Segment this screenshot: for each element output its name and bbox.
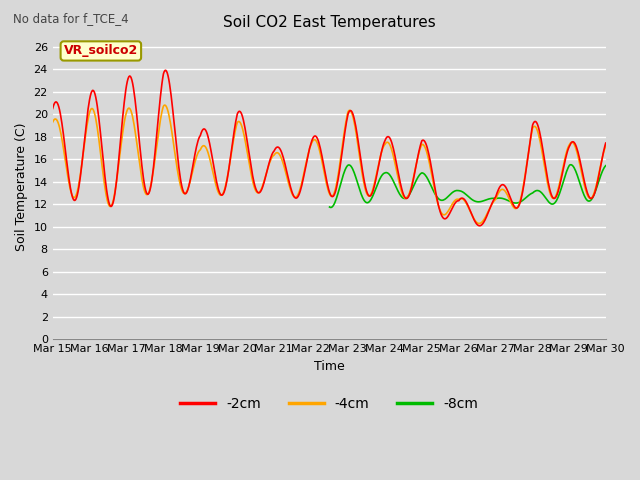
-8cm [602, 163, 609, 168]
-4cm [602, 143, 609, 149]
Title: Soil CO2 East Temperatures: Soil CO2 East Temperatures [223, 15, 436, 30]
-8cm [567, 162, 575, 168]
-2cm [202, 128, 209, 133]
-4cm [173, 161, 180, 167]
-2cm [413, 156, 421, 162]
-4cm [116, 154, 124, 160]
-8cm [327, 204, 335, 210]
-2cm [397, 183, 405, 189]
Line: -2cm: -2cm [52, 70, 605, 226]
-2cm [476, 223, 483, 228]
-8cm [360, 198, 368, 204]
-8cm [418, 170, 426, 176]
-4cm [202, 144, 209, 150]
-4cm [59, 141, 67, 146]
X-axis label: Time: Time [314, 360, 344, 372]
-4cm [161, 102, 169, 108]
-2cm [162, 67, 170, 73]
-8cm [422, 174, 430, 180]
Text: VR_soilco2: VR_soilco2 [64, 45, 138, 58]
-2cm [49, 106, 56, 111]
Line: -4cm: -4cm [52, 105, 605, 223]
Y-axis label: Soil Temperature (C): Soil Temperature (C) [15, 123, 28, 252]
Legend: -2cm, -4cm, -8cm: -2cm, -4cm, -8cm [175, 392, 483, 417]
-8cm [409, 185, 417, 191]
-8cm [326, 204, 333, 210]
-2cm [59, 126, 67, 132]
-4cm [397, 187, 405, 193]
-4cm [49, 119, 56, 125]
Line: -8cm: -8cm [330, 165, 605, 207]
-4cm [413, 157, 421, 163]
-8cm [447, 191, 455, 196]
Text: No data for f_TCE_4: No data for f_TCE_4 [13, 12, 129, 25]
-2cm [602, 140, 609, 146]
-2cm [173, 144, 180, 150]
-8cm [588, 196, 596, 202]
-4cm [475, 220, 483, 226]
-2cm [116, 148, 124, 154]
